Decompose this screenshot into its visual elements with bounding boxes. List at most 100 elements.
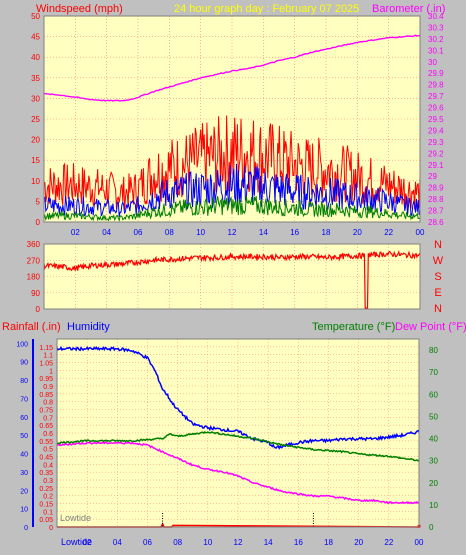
barometer-y-tick: 29.5 xyxy=(428,115,444,124)
barometer-y-tick: 30.1 xyxy=(428,46,444,55)
barometer-y-axis: 28.6 28.7 28.8 28.9 29 29.1 29.2 29.3 29.4 29.5 29… xyxy=(428,12,444,227)
barometer-y-tick: 29.8 xyxy=(428,81,444,90)
rain-y-tick: 0.2 xyxy=(43,494,53,501)
wind-x-tick: 14 xyxy=(259,228,268,237)
rain-y-tick: 0.6 xyxy=(43,431,53,438)
humidity-line xyxy=(56,345,420,450)
rain-y-tick: 0.75 xyxy=(39,408,53,415)
barometer-y-tick: 28.6 xyxy=(428,218,444,227)
wind-y-axis: 0 5 10 15 20 25 30 35 40 45 50 xyxy=(31,12,40,227)
wind-y-tick: 40 xyxy=(31,53,40,62)
humidity-x-tick: 14 xyxy=(264,538,273,547)
temperature-y-tick: 10 xyxy=(429,501,438,510)
direction-plot-border xyxy=(43,243,421,310)
rain-y-tick: 0.95 xyxy=(39,376,53,383)
wind-y-tick: 35 xyxy=(31,74,40,83)
temperature-y-tick: 60 xyxy=(429,390,438,399)
wind-y-tick: 15 xyxy=(31,156,40,165)
rain-y-tick: 0.9 xyxy=(43,384,53,391)
wind-y-tick: 50 xyxy=(31,12,40,21)
temperature-y-tick: 0 xyxy=(429,523,434,532)
barometer-y-tick: 29.6 xyxy=(428,104,444,113)
wind-direction-line xyxy=(43,250,421,309)
dewpoint-title: Dew Point (°F) xyxy=(395,321,466,333)
humidity-y-tick: 40 xyxy=(20,452,28,459)
humidity-x-tick: 16 xyxy=(294,538,303,547)
humidity-x-tick: 12 xyxy=(234,538,243,547)
rain-y-tick: 1.1 xyxy=(43,353,53,360)
barometer-title: Barometer (.in) xyxy=(372,3,445,15)
humidity-title: Humidity xyxy=(67,321,110,333)
temperature-y-tick: 70 xyxy=(429,368,438,377)
compass-label: N xyxy=(434,303,442,315)
temperature-y-tick: 20 xyxy=(429,479,438,488)
humidity-x-tick: 18 xyxy=(324,538,333,547)
dewpoint-line xyxy=(56,441,420,505)
wind-y-tick: 25 xyxy=(31,115,40,124)
lowtide-label: Lowtide xyxy=(60,513,91,523)
direction-y-axis: 0 90 180 270 360 xyxy=(27,240,41,314)
wind-x-tick: 20 xyxy=(353,228,362,237)
wind-x-tick: 16 xyxy=(290,228,299,237)
rainfall-title: Rainfall (.in) xyxy=(2,321,61,333)
rain-y-tick: 0.8 xyxy=(43,400,53,407)
direction-y-tick: 180 xyxy=(27,273,41,282)
barometer-y-tick: 30 xyxy=(428,58,437,67)
humidity-y-tick: 0 xyxy=(24,525,28,532)
wind-x-tick: 00 xyxy=(416,228,425,237)
humidity-y-tick: 50 xyxy=(20,433,28,440)
barometer-y-tick: 29.9 xyxy=(428,69,444,78)
wind-y-tick: 45 xyxy=(31,33,40,42)
wind-x-tick: 12 xyxy=(228,228,237,237)
wind-grid xyxy=(44,15,421,223)
rain-y-tick: 0.25 xyxy=(39,486,53,493)
humidity-x-tick: 10 xyxy=(203,538,212,547)
barometer-y-tick: 29.3 xyxy=(428,138,444,147)
barometer-y-tick: 29.2 xyxy=(428,149,444,158)
humidity-y-tick: 70 xyxy=(20,396,28,403)
humidity-x-tick: 02 xyxy=(83,538,92,547)
temperature-line xyxy=(56,430,420,462)
rain-y-tick: 1.05 xyxy=(39,361,53,368)
barometer-y-tick: 29 xyxy=(428,172,437,181)
humidity-plot-border xyxy=(56,338,420,528)
wind-y-tick: 5 xyxy=(36,197,41,206)
humidity-y-tick: 30 xyxy=(20,470,28,477)
temperature-y-tick: 30 xyxy=(429,457,438,466)
wind-y-tick: 20 xyxy=(31,136,40,145)
temperature-title: Temperature (°F) xyxy=(312,321,395,333)
compass-label: N xyxy=(434,239,442,251)
direction-y-tick: 90 xyxy=(31,289,40,298)
humidity-x-tick: 06 xyxy=(143,538,152,547)
humidity-y-tick: 10 xyxy=(20,507,28,514)
rain-y-tick: 0.1 xyxy=(43,509,53,516)
compass-label: W xyxy=(433,255,444,267)
lowtide-axis-label: Lowtide xyxy=(61,537,92,547)
humidity-y-axis: 0 10 20 30 40 50 60 70 80 90 100 xyxy=(16,341,28,532)
windspeed-title: Windspeed (mph) xyxy=(36,3,123,15)
humidity-x-tick: 20 xyxy=(354,538,363,547)
barometer-y-tick: 29.4 xyxy=(428,126,444,135)
direction-y-tick: 0 xyxy=(36,305,41,314)
rain-y-axis: 00.050.10.150.20.250.30.350.40.450.50.55… xyxy=(39,345,53,532)
rain-y-tick: 0.35 xyxy=(39,470,53,477)
compass-label: S xyxy=(434,271,441,283)
temperature-y-axis: 0 10 20 30 40 50 60 70 80 xyxy=(429,346,438,532)
wind-x-tick: 18 xyxy=(322,228,331,237)
direction-grid xyxy=(44,243,421,310)
barometer-y-tick: 30.3 xyxy=(428,23,444,32)
barometer-y-tick: 30.2 xyxy=(428,35,444,44)
wind-y-tick: 30 xyxy=(31,94,40,103)
rain-y-tick: 0.65 xyxy=(39,423,53,430)
temperature-y-tick: 80 xyxy=(429,346,438,355)
rain-y-tick: 1 xyxy=(49,368,53,375)
humidity-y-tick: 90 xyxy=(20,360,28,367)
wind-low-line xyxy=(43,195,421,222)
wind-x-tick: 10 xyxy=(196,228,205,237)
wind-x-tick: 04 xyxy=(102,228,111,237)
humidity-x-tick: 08 xyxy=(173,538,182,547)
rain-y-tick: 0.5 xyxy=(43,447,53,454)
